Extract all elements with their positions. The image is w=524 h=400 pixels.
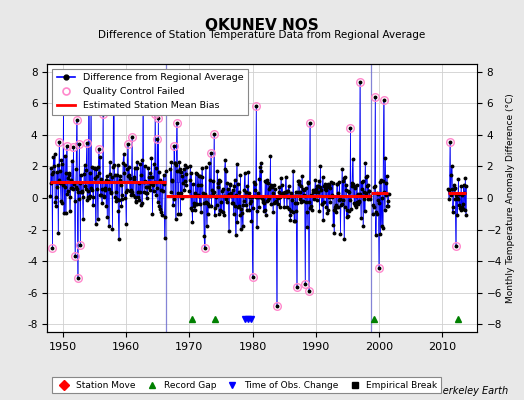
Text: Berkeley Earth: Berkeley Earth — [436, 386, 508, 396]
Y-axis label: Monthly Temperature Anomaly Difference (°C): Monthly Temperature Anomaly Difference (… — [506, 93, 515, 303]
Text: OKUNEV NOS: OKUNEV NOS — [205, 18, 319, 33]
Legend: Difference from Regional Average, Quality Control Failed, Estimated Station Mean: Difference from Regional Average, Qualit… — [52, 69, 248, 115]
Text: Difference of Station Temperature Data from Regional Average: Difference of Station Temperature Data f… — [99, 30, 425, 40]
Legend: Station Move, Record Gap, Time of Obs. Change, Empirical Break: Station Move, Record Gap, Time of Obs. C… — [52, 377, 441, 394]
